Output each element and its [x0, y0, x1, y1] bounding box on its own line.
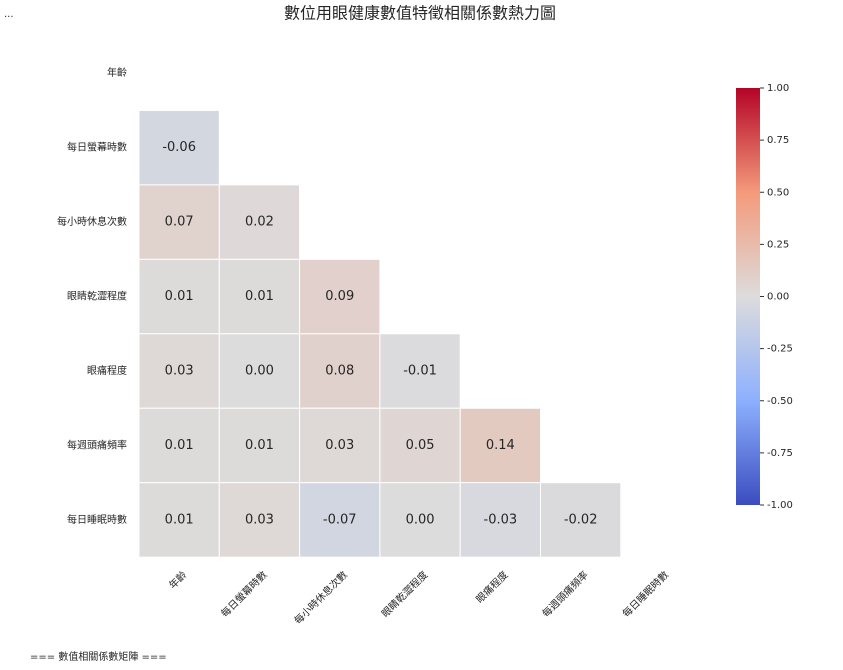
heatmap-cell [218, 333, 301, 409]
x-tick-label: 眼痛程度 [473, 568, 510, 605]
heatmap-cell [379, 407, 461, 484]
console-text: === 數值相關係數矩陣 === [30, 650, 167, 663]
heatmap-cell [379, 333, 461, 409]
cell-label: 0.03 [325, 438, 354, 453]
cell-label: 0.02 [245, 215, 274, 230]
colorbar-tick-label: -0.75 [767, 448, 793, 459]
heatmap-cell [379, 482, 461, 558]
heatmap-cell [299, 407, 381, 484]
x-tick-label: 每日睡眠時數 [620, 568, 672, 620]
y-tick-label: 眼痛程度 [87, 364, 127, 377]
cell-label: 0.01 [165, 438, 194, 453]
cell-label: -0.06 [162, 140, 196, 155]
y-tick-label: 年齡 [107, 66, 127, 79]
cell-label: 0.14 [486, 438, 515, 453]
cell-label: 0.09 [325, 289, 354, 304]
cell-label: 0.03 [245, 512, 274, 527]
heatmap-cell [218, 258, 301, 335]
heatmap-cell [138, 109, 220, 186]
heatmap-cell [299, 258, 381, 335]
chart-title: 數位用眼健康數值特徵相關係數熱力圖 [284, 4, 556, 23]
colorbar-tick-label: -1.00 [767, 500, 793, 511]
colorbar-tick-label: 1.00 [767, 83, 789, 94]
ellipsis: ... [4, 9, 14, 20]
cell-label: 0.03 [165, 364, 194, 379]
cell-label: 0.00 [406, 512, 435, 527]
heatmap-cell [540, 482, 622, 558]
heatmap-cell [218, 184, 301, 260]
colorbar-tick-label: -0.25 [767, 344, 793, 355]
y-tick-label: 每日睡眠時數 [67, 513, 127, 526]
x-tick-label: 眼睛乾澀程度 [379, 568, 431, 620]
x-tick-label: 每週頭痛頻率 [539, 568, 591, 620]
x-tick-label: 每小時休息次數 [291, 568, 350, 627]
y-tick-label: 眼睛乾澀程度 [67, 290, 127, 303]
colorbar-tick-label: 0.75 [767, 135, 789, 146]
cell-label: -0.07 [323, 512, 357, 527]
y-tick-label: 每週頭痛頻率 [67, 438, 127, 451]
cell-label: 0.07 [165, 215, 194, 230]
y-tick-label: 每日螢幕時數 [67, 141, 127, 154]
cell-label: -0.01 [403, 364, 437, 379]
cell-label: 0.01 [245, 289, 274, 304]
heatmap-cell [138, 184, 220, 260]
heatmap-cell [459, 407, 542, 484]
x-tick-label: 年齡 [166, 568, 189, 591]
cell-label: -0.02 [564, 512, 598, 527]
cell-label: 0.01 [165, 512, 194, 527]
heatmap-cell [218, 482, 301, 558]
heatmap-cell [138, 482, 220, 558]
colorbar-tick-label: 0.00 [767, 292, 789, 303]
heatmap-cell [459, 482, 542, 558]
cell-label: 0.01 [245, 438, 274, 453]
colorbar-tick-label: -0.50 [767, 396, 793, 407]
cell-label: 0.05 [406, 438, 435, 453]
heatmap-cell [138, 258, 220, 335]
colorbar-tick-label: 0.50 [767, 187, 789, 198]
colorbar [736, 88, 760, 505]
cell-label: 0.00 [245, 364, 274, 379]
x-tick-label: 每日螢幕時數 [218, 568, 270, 620]
colorbar-tick-label: 0.25 [767, 239, 789, 250]
cell-label: -0.03 [484, 512, 518, 527]
heatmap-cell [299, 482, 381, 558]
cell-label: 0.08 [325, 364, 354, 379]
cell-label: 0.01 [165, 289, 194, 304]
y-tick-label: 每小時休息次數 [57, 215, 127, 228]
heatmap-cell [218, 407, 301, 484]
